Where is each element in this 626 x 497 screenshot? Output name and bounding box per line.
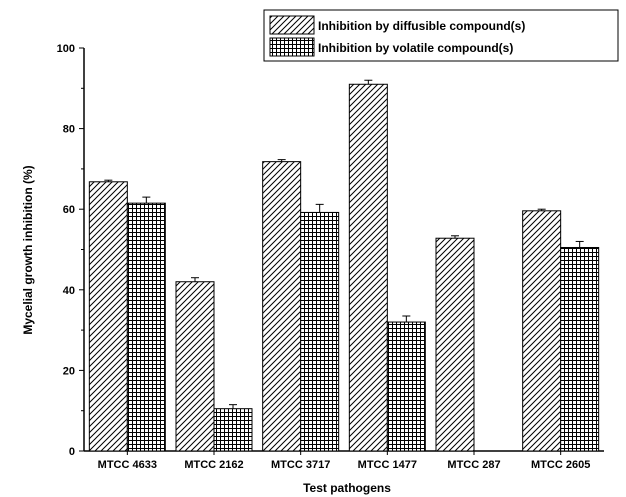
bar-volatile bbox=[213, 408, 253, 452]
y-tick-label: 60 bbox=[63, 204, 75, 216]
bar-diffusible bbox=[175, 281, 215, 452]
plot-area: 0 20 40 60 80 100 MTCC 4633 MTCC 2162 MTCC 3717 M… bbox=[57, 43, 604, 471]
bar-volatile bbox=[300, 211, 340, 452]
x-tick-label: MTCC 2605 bbox=[531, 459, 590, 471]
x-tick-label: MTCC 2162 bbox=[184, 459, 243, 471]
legend-swatch-diffusible bbox=[269, 15, 315, 35]
bar-diffusible bbox=[88, 181, 128, 452]
y-tick-label: 80 bbox=[63, 124, 75, 136]
x-tick-label: MTCC 4633 bbox=[98, 459, 157, 471]
legend-label-volatile: Inhibition by volatile compound(s) bbox=[318, 41, 513, 55]
legend-label-diffusible: Inhibition by diffusible compound(s) bbox=[318, 19, 525, 33]
bar-volatile bbox=[126, 202, 166, 452]
legend-swatch-volatile bbox=[269, 37, 315, 57]
bar-diffusible bbox=[522, 210, 562, 452]
bar-volatile bbox=[386, 321, 426, 452]
y-axis-title: Mycelial growth inhibition (%) bbox=[21, 165, 35, 334]
x-tick-label: MTCC 287 bbox=[447, 459, 500, 471]
legend-box bbox=[263, 9, 619, 62]
y-tick-label: 0 bbox=[69, 446, 75, 458]
y-tick-label: 20 bbox=[63, 365, 75, 377]
y-tick-label: 100 bbox=[57, 43, 75, 55]
bar-diffusible bbox=[435, 237, 475, 452]
y-tick-label: 40 bbox=[63, 285, 75, 297]
x-tick-label: MTCC 3717 bbox=[271, 459, 330, 471]
x-tick-label: MTCC 1477 bbox=[358, 459, 417, 471]
x-axis-title: Test pathogens bbox=[303, 481, 391, 495]
bar-diffusible bbox=[262, 161, 302, 452]
bar-diffusible bbox=[348, 83, 388, 452]
bar-volatile bbox=[560, 246, 600, 452]
legend: Inhibition by diffusible compound(s) Inh… bbox=[263, 9, 619, 62]
